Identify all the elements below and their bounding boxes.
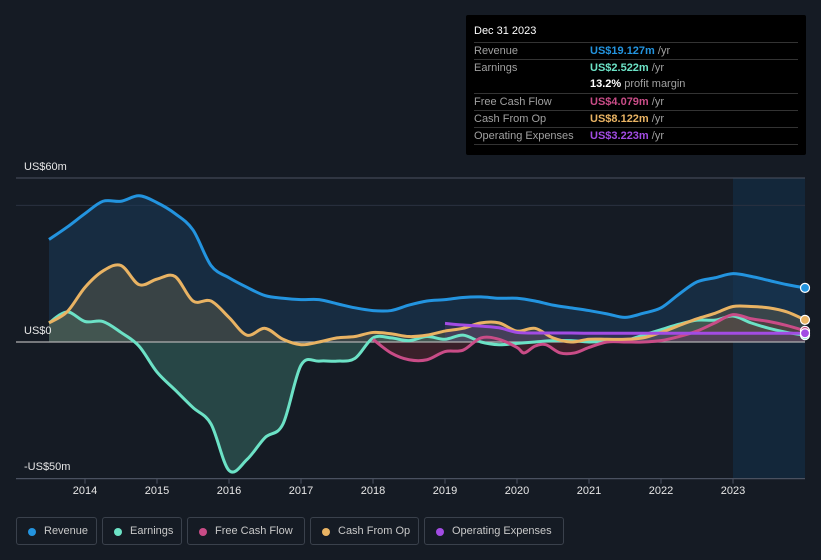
- legend-dot-icon: [114, 528, 122, 536]
- tooltip-value: 13.2% profit margin: [590, 78, 685, 90]
- x-tick-label: 2016: [217, 485, 241, 497]
- tooltip-unit: /yr: [651, 113, 665, 125]
- tooltip-label: Free Cash Flow: [474, 96, 552, 108]
- revenue-area: [49, 195, 805, 342]
- tooltip-row: Operating Expenses US$3.223m /yr: [474, 127, 798, 145]
- legend-label: Revenue: [44, 525, 89, 537]
- x-tick-label: 2019: [433, 485, 457, 497]
- revenue-line: [48, 194, 806, 319]
- free-cash-flow-line: [372, 313, 806, 363]
- legend-label: Earnings: [130, 525, 174, 537]
- tooltip-label: Earnings: [474, 62, 518, 74]
- legend-item-earnings[interactable]: Earnings: [102, 517, 182, 545]
- tooltip-value-number: US$8.122m: [590, 113, 649, 125]
- legend-label: Operating Expenses: [452, 525, 552, 537]
- x-tick-label: 2021: [577, 485, 601, 497]
- cash-from-op-line: [48, 263, 806, 347]
- tooltip-value: US$8.122m /yr: [590, 113, 664, 125]
- tooltip-unit: /yr: [651, 62, 665, 74]
- y-tick-label-0: US$0: [24, 325, 52, 337]
- tooltip-unit: /yr: [657, 45, 671, 57]
- tooltip-value-number: US$2.522m: [590, 62, 649, 74]
- tooltip-row: Revenue US$19.127m /yr: [474, 42, 798, 60]
- x-tick-label: 2018: [361, 485, 385, 497]
- y-tick-label-60m: US$60m: [24, 161, 67, 173]
- tooltip-label: Operating Expenses: [474, 130, 574, 142]
- x-tick-label: 2014: [73, 485, 97, 497]
- tooltip-value-number: US$19.127m: [590, 45, 655, 57]
- legend-dot-icon: [28, 528, 36, 536]
- legend-dot-icon: [436, 528, 444, 536]
- operating-expenses-line: [444, 321, 805, 335]
- x-tick-label: 2020: [505, 485, 529, 497]
- tooltip-row: Cash From Op US$8.122m /yr: [474, 110, 798, 128]
- legend-item-operating-expenses[interactable]: Operating Expenses: [424, 517, 564, 545]
- chart: US$60m US$0 -US$50m 2014 2015 2016 2017 2018…: [16, 161, 811, 497]
- tooltip-value: US$4.079m /yr: [590, 96, 664, 108]
- tooltip-row: Earnings US$2.522m /yr: [474, 59, 798, 77]
- tooltip: Dec 31 2023 Revenue US$19.127m /yr Earnin…: [466, 15, 806, 155]
- legend-item-free-cash-flow[interactable]: Free Cash Flow: [187, 517, 305, 545]
- x-tick-label: 2015: [145, 485, 169, 497]
- legend-label: Cash From Op: [338, 525, 411, 537]
- tooltip-value: US$3.223m /yr: [590, 130, 664, 142]
- revenue-end-point: [799, 282, 811, 293]
- tooltip-value-number: US$4.079m: [590, 96, 649, 108]
- tooltip-value: US$19.127m /yr: [590, 45, 670, 57]
- tooltip-unit: /yr: [651, 130, 665, 142]
- operating-expenses-area: [445, 323, 805, 342]
- cash-from-op-end-point: [799, 314, 811, 325]
- tooltip-label: Revenue: [474, 45, 519, 57]
- x-tick-label: 2023: [721, 485, 745, 497]
- legend-dot-icon: [322, 528, 330, 536]
- tooltip-date: Dec 31 2023: [474, 25, 537, 37]
- tooltip-row: Free Cash Flow US$4.079m /yr: [474, 93, 798, 111]
- tooltip-value-number: US$3.223m: [590, 130, 649, 142]
- y-tick-label-neg50m: -US$50m: [24, 461, 70, 473]
- earnings-area: [49, 311, 805, 473]
- tooltip-row: 13.2% profit margin: [474, 76, 798, 93]
- tooltip-value: US$2.522m /yr: [590, 62, 664, 74]
- tooltip-value-number: 13.2%: [590, 78, 622, 90]
- cash-from-op-area: [49, 264, 805, 345]
- legend-label: Free Cash Flow: [215, 525, 293, 537]
- x-tick-label: 2017: [289, 485, 313, 497]
- legend-item-cash-from-op[interactable]: Cash From Op: [310, 517, 419, 545]
- tooltip-unit: /yr: [651, 96, 665, 108]
- tooltip-label: Cash From Op: [474, 113, 547, 125]
- x-tick-label: 2022: [649, 485, 673, 497]
- operating-expenses-end-point: [799, 328, 811, 339]
- tooltip-unit: profit margin: [624, 78, 686, 90]
- legend-item-revenue[interactable]: Revenue: [16, 517, 97, 545]
- legend-dot-icon: [199, 528, 207, 536]
- tooltip-divider: [474, 144, 798, 145]
